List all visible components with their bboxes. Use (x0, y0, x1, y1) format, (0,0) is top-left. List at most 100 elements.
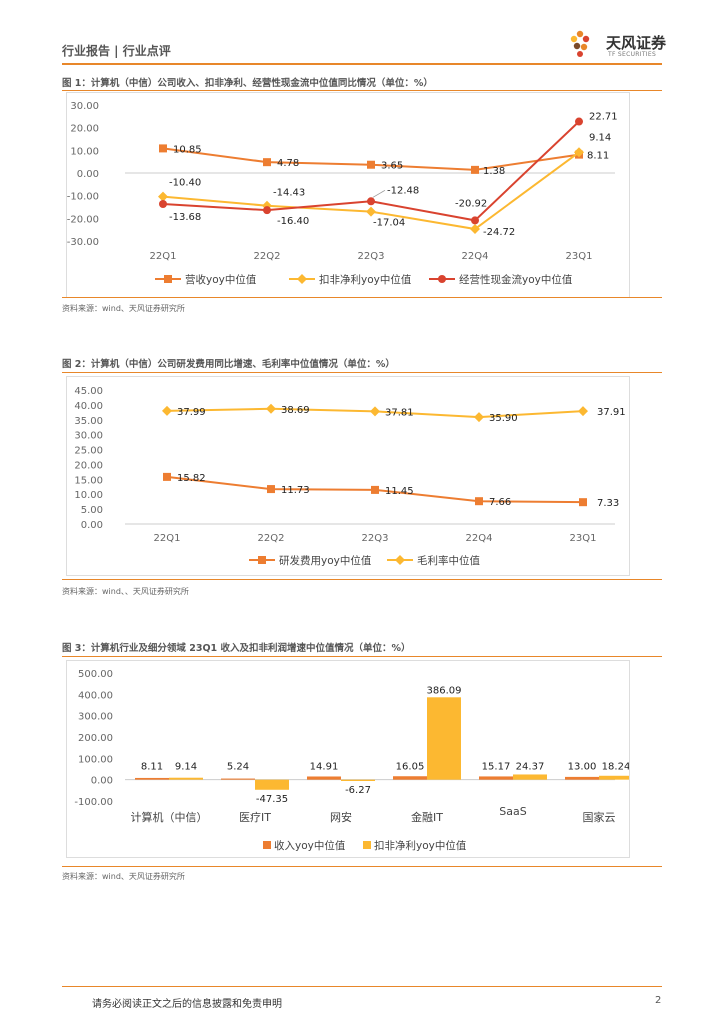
data-label: 9.14 (589, 132, 611, 143)
data-label: 11.45 (385, 486, 414, 497)
data-point-1 (262, 200, 272, 211)
series-line-2 (162, 120, 580, 222)
legend-label: 经营性现金流yoy中位值 (459, 273, 573, 286)
data-point-1 (158, 191, 168, 202)
data-label: 22.71 (589, 112, 618, 123)
figure-3-chart: 500.00 400.00 300.00 200.00 100.00 0.00 -100.0… (74, 669, 633, 852)
data-point-2 (575, 117, 583, 126)
data-label: -12.48 (387, 185, 419, 196)
data-point-0 (371, 485, 379, 494)
x-tick-label: 网安 (330, 810, 352, 824)
bar-1 (341, 779, 375, 782)
data-point-2 (159, 200, 167, 209)
legend-marker (258, 556, 266, 564)
y-tick-label: 45.00 (74, 386, 103, 397)
figure-3-rule (62, 656, 662, 657)
bar-0 (565, 776, 599, 780)
data-point-1 (266, 403, 276, 414)
footer-disclaimer: 请务必阅读正文之后的信息披露和免责申明 (92, 999, 282, 1010)
data-label: -16.40 (277, 216, 309, 227)
flower-logo-icon (570, 30, 590, 57)
legend-label: 研发费用yoy中位值 (279, 554, 372, 567)
data-label: 16.05 (396, 762, 425, 773)
legend-label: 毛利率中位值 (417, 554, 480, 567)
bar-0 (221, 778, 255, 780)
bar-0 (135, 777, 169, 780)
data-point-2 (471, 216, 479, 225)
y-tick-label: -100.00 (74, 797, 113, 808)
y-tick-label: 35.00 (74, 416, 103, 427)
x-tick-label: 22Q2 (254, 251, 281, 262)
bar-1 (513, 774, 547, 780)
legend-label: 扣非净利yoy中位值 (319, 273, 412, 286)
y-tick-label: 25.00 (74, 446, 103, 457)
data-label: 24.37 (516, 762, 545, 773)
page-number: 2 (655, 995, 662, 1006)
legend-marker (164, 275, 172, 283)
data-label: 15.17 (482, 762, 511, 773)
data-point-0 (159, 144, 167, 153)
bar-0 (393, 776, 427, 780)
figure-2-source: 资料来源：wind、、天风证券研究所 (62, 587, 189, 596)
data-point-1 (366, 206, 376, 217)
data-label: 4.78 (277, 158, 299, 169)
data-label: 7.33 (597, 498, 619, 509)
x-tick-label: 22Q1 (154, 533, 181, 544)
figure-1-title: 图 1：计算机（中信）公司收入、扣非净利、经营性现金流中位值同比情况（单位：%） (62, 78, 433, 89)
data-point-2 (263, 206, 271, 215)
header-divider (62, 63, 662, 65)
data-label: 7.66 (489, 497, 511, 508)
data-point-1 (370, 406, 380, 417)
x-tick-label: 国家云 (583, 810, 616, 824)
x-tick-label: 计算机（中信） (131, 810, 208, 824)
data-label: 35.90 (489, 413, 518, 424)
y-tick-label: 100.00 (78, 754, 113, 765)
data-label: 5.24 (227, 762, 249, 773)
x-tick-label: 23Q1 (566, 251, 593, 262)
label-leader-line (372, 189, 386, 198)
figure-3-source: 资料来源：wind、天风证券研究所 (62, 872, 185, 881)
data-label: 8.11 (587, 151, 609, 162)
data-label: 9.14 (175, 762, 197, 773)
bar-0 (307, 776, 341, 780)
data-label: -6.27 (345, 785, 371, 796)
y-tick-label: 200.00 (78, 733, 113, 744)
figure-3-bottom-rule (62, 866, 662, 867)
y-tick-label: 500.00 (78, 669, 113, 680)
data-label: 18.24 (602, 762, 629, 773)
x-tick-label: 22Q3 (362, 533, 389, 544)
data-label: -14.43 (273, 188, 305, 199)
tf-securities-logo (570, 30, 590, 57)
y-tick-label: 30.00 (74, 431, 103, 442)
x-tick-label: 22Q4 (462, 251, 489, 262)
data-point-0 (163, 472, 171, 481)
x-tick-label: 23Q1 (570, 533, 597, 544)
figure-3-frame: 500.00 400.00 300.00 200.00 100.00 0.00 -100.0… (66, 660, 633, 858)
bar-1 (427, 697, 461, 780)
data-label: 38.69 (281, 405, 310, 416)
legend-label: 扣非净利yoy中位值 (374, 839, 467, 852)
legend-label: 收入yoy中位值 (274, 839, 346, 852)
figure-1-frame: 30.00 20.00 10.00 0.00 -10.00 -20.00 -30.00 22Q… (66, 92, 630, 298)
y-tick-label: 30.00 (70, 101, 99, 112)
figure-1-source: 资料来源：wind、天风证券研究所 (62, 304, 185, 313)
x-tick-label: 金融IT (411, 810, 443, 824)
data-label: -24.72 (483, 227, 515, 238)
legend-marker (395, 555, 405, 565)
data-point-1 (578, 406, 588, 417)
bar-1 (169, 777, 203, 780)
figure-2-bottom-rule (62, 579, 662, 580)
data-label: 11.73 (281, 485, 310, 496)
y-tick-label: -30.00 (67, 237, 99, 248)
legend-marker (438, 275, 446, 283)
y-tick-label: 400.00 (78, 690, 113, 701)
data-label: 3.65 (381, 161, 403, 172)
y-tick-label: 10.00 (74, 490, 103, 501)
data-label: 13.00 (568, 762, 597, 773)
data-point-1 (470, 224, 480, 235)
data-point-1 (162, 405, 172, 416)
y-tick-label: 0.00 (91, 776, 113, 787)
data-label: -10.40 (169, 178, 201, 189)
logo-subtitle: TF SECURITIES (608, 51, 657, 58)
data-point-0 (267, 485, 275, 494)
